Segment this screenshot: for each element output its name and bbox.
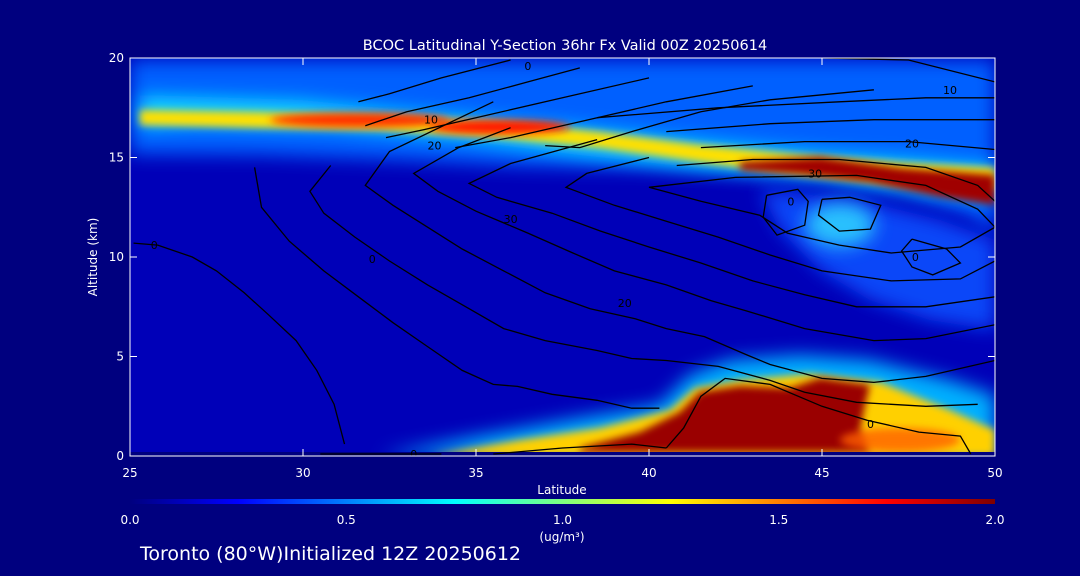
upper-aerosol-layer-red-b <box>430 120 570 134</box>
contour-label: 30 <box>504 213 518 226</box>
contour-line <box>493 443 667 455</box>
contour-label: 30 <box>808 167 822 180</box>
x-tick-label: 30 <box>295 466 310 480</box>
contour-label: 20 <box>618 297 632 310</box>
surface-dark <box>130 452 995 456</box>
contour-line <box>309 165 978 407</box>
contour-line <box>364 101 995 384</box>
contour-line <box>735 174 995 228</box>
y-axis-label: Altitude (km) <box>86 218 100 297</box>
contour-line <box>545 89 874 149</box>
y-tick-label: 15 <box>109 151 124 165</box>
contour-line <box>467 138 995 308</box>
contour-label: 20 <box>427 140 441 153</box>
lower-aerosol-core-edge <box>840 428 960 452</box>
upper-aerosol-core <box>740 157 995 205</box>
x-tick-label: 25 <box>122 466 137 480</box>
x-axis: 25 30 35 40 45 50 <box>122 58 1003 480</box>
y-tick-label: 20 <box>109 51 124 65</box>
y-tick-label: 5 <box>116 350 124 364</box>
colorbar <box>130 499 995 504</box>
contour-line <box>676 158 995 202</box>
contour-line <box>817 196 882 232</box>
contour-line <box>665 377 972 455</box>
contour-line <box>564 156 995 282</box>
contour-label: 0 <box>524 60 531 73</box>
y-axis: 0 5 10 15 20 <box>109 51 995 463</box>
contour-label: 0 <box>151 239 158 252</box>
chart-title: BCOC Latitudinal Y-Section 36hr Fx Valid… <box>363 38 767 54</box>
contour-line <box>385 77 650 139</box>
caption: Toronto (80°W)Initialized 12Z 20250612 <box>140 543 522 565</box>
contour-line <box>821 58 995 83</box>
x-tick-label: 50 <box>987 466 1002 480</box>
contour-line <box>365 67 580 127</box>
contour-line <box>597 97 995 119</box>
x-tick-label: 45 <box>814 466 829 480</box>
upper-aerosol-layer-red-a <box>270 113 450 127</box>
contour-line <box>358 59 511 103</box>
x-axis-label: Latitude <box>537 483 586 497</box>
contour-label: 20 <box>905 138 919 151</box>
colorbar-ticks: 0.0 0.5 1.0 1.5 2.0 <box>120 513 1004 527</box>
contour-label: 10 <box>424 114 438 127</box>
contour-line <box>666 119 995 133</box>
colorbar-tick-label: 0.0 <box>120 513 139 527</box>
colorbar-tick-label: 0.5 <box>337 513 356 527</box>
y-tick-label: 0 <box>116 449 124 463</box>
contour-label: 10 <box>943 84 957 97</box>
colorbar-unit: (ug/m³) <box>539 530 584 544</box>
colorbar-tick-label: 1.5 <box>769 513 788 527</box>
contour-label: 0 <box>867 418 874 431</box>
contour-line <box>900 238 962 276</box>
contour-labels: 0 10 10 20 20 30 30 20 0 0 0 0 0 0 <box>151 60 957 461</box>
contour-line <box>253 167 660 409</box>
contour-line <box>762 188 809 236</box>
x-tick-label: 40 <box>641 466 656 480</box>
contour-line <box>455 85 753 149</box>
contour-label: 0 <box>369 253 376 266</box>
mid-plume-cyan <box>805 203 875 247</box>
contour-label: 0 <box>410 448 417 461</box>
contour-label: 0 <box>912 251 919 264</box>
contour-lines <box>133 58 995 455</box>
x-tick-label: 35 <box>468 466 483 480</box>
contour-label: 0 <box>787 195 794 208</box>
contour-line <box>412 127 995 342</box>
contour-line <box>648 176 995 254</box>
contour-line <box>700 140 995 151</box>
colorbar-tick-label: 1.0 <box>553 513 572 527</box>
colorbar-tick-label: 2.0 <box>985 513 1004 527</box>
y-tick-label: 10 <box>109 250 124 264</box>
contour-line <box>133 242 346 445</box>
